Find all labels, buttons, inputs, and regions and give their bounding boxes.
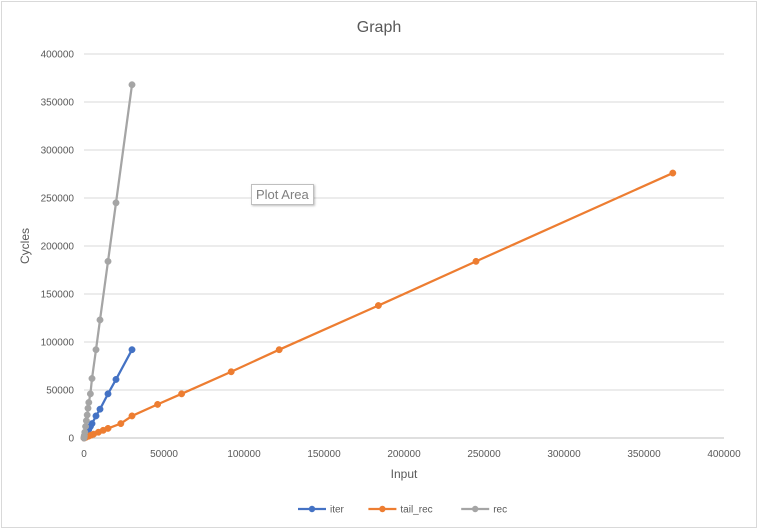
data-point (128, 346, 136, 354)
data-point (669, 169, 677, 177)
data-point (86, 390, 94, 398)
legend-item-tail-rec[interactable]: tail_rec (368, 505, 433, 516)
series-layer (80, 81, 677, 442)
data-point (374, 302, 382, 309)
legend-marker (379, 505, 386, 513)
legend[interactable]: iter tail_rec rec (298, 505, 507, 516)
data-point (84, 404, 92, 412)
legend-marker (472, 505, 479, 513)
y-tick-label: 250000 (41, 194, 75, 205)
data-point (104, 257, 112, 265)
data-point (88, 375, 96, 382)
data-point (275, 346, 283, 354)
data-point (128, 412, 136, 420)
data-point (92, 412, 100, 420)
data-point (85, 399, 93, 406)
data-point (92, 346, 100, 354)
x-tick-label: 200000 (387, 449, 421, 460)
y-tick-labels: 0 50000 100000 150000 200000 250000 300000 3500… (41, 50, 75, 445)
data-point (83, 411, 91, 419)
chart-title: Graph (357, 19, 401, 36)
data-point (112, 375, 120, 383)
legend-label: tail_rec (400, 505, 432, 516)
data-point (81, 428, 89, 436)
x-tick-label: 0 (81, 449, 87, 460)
plot-area-tooltip: Plot Area (251, 184, 314, 205)
legend-item-rec[interactable]: rec (461, 505, 507, 516)
data-point (472, 257, 480, 265)
y-tick-label: 300000 (41, 146, 75, 157)
y-axis-title: Cycles (18, 228, 32, 264)
y-tick-label: 100000 (41, 338, 75, 349)
series-rec (80, 81, 136, 442)
y-tick-label: 200000 (41, 242, 75, 253)
x-axis-title: Input (391, 467, 418, 481)
x-tick-label: 100000 (227, 449, 261, 460)
y-tick-label: 150000 (41, 290, 75, 301)
legend-label: iter (330, 505, 345, 516)
data-point (104, 424, 112, 432)
legend-marker (308, 505, 316, 513)
y-tick-label: 0 (68, 434, 74, 445)
data-point (128, 81, 136, 89)
gridlines (84, 53, 724, 439)
data-point (117, 420, 125, 428)
x-tick-label: 150000 (307, 449, 341, 460)
data-point (96, 316, 104, 324)
x-tick-label: 400000 (707, 449, 741, 460)
data-point (96, 405, 104, 413)
y-tick-label: 350000 (41, 98, 75, 109)
x-tick-label: 50000 (150, 449, 178, 460)
x-tick-label: 300000 (547, 449, 581, 460)
data-point (82, 417, 90, 425)
data-point (227, 368, 235, 376)
data-point (88, 420, 96, 428)
data-point (154, 400, 162, 408)
x-tick-label: 350000 (627, 449, 661, 460)
legend-item-iter[interactable]: iter (298, 505, 345, 516)
series-tail-rec (80, 169, 677, 442)
data-point (104, 390, 112, 398)
y-tick-label: 400000 (41, 50, 75, 61)
legend-label: rec (493, 505, 507, 516)
x-tick-label: 250000 (467, 449, 501, 460)
data-point (82, 423, 90, 430)
x-tick-labels: 0 50000 100000 150000 200000 250000 300000 3500… (81, 449, 741, 460)
data-point (178, 390, 186, 398)
data-point (112, 199, 120, 207)
y-tick-label: 50000 (46, 386, 74, 397)
